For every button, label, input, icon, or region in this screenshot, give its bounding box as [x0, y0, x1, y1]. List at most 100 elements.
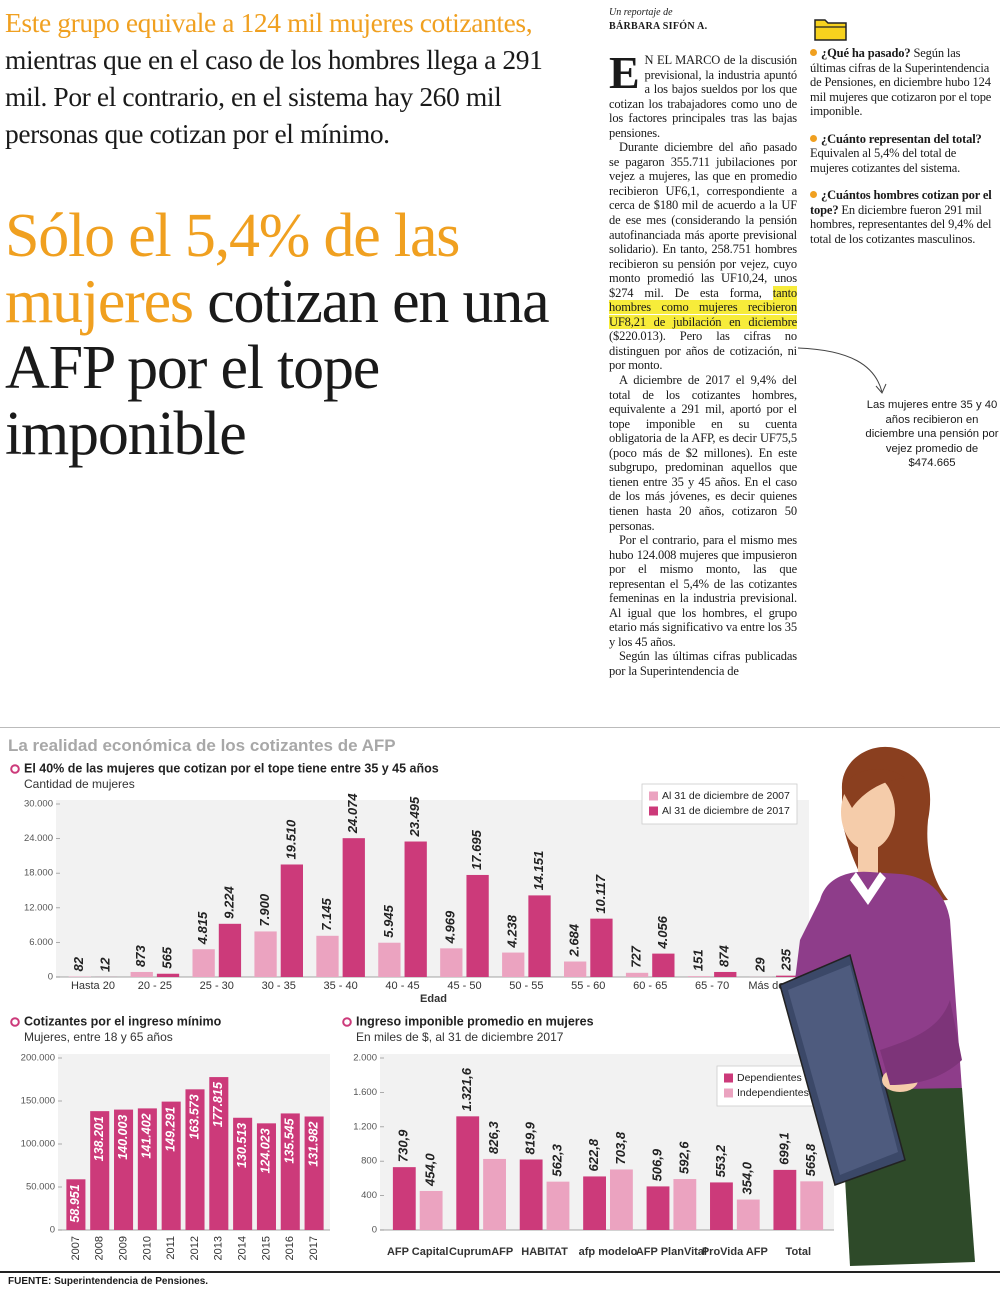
y-tick-label: 24.000	[24, 833, 53, 844]
legend-swatch	[724, 1073, 733, 1083]
paragraph: Por el contrario, para el mismo mes hubo…	[609, 533, 797, 649]
annotation: Las mujeres entre 35 y 40 años recibiero…	[865, 399, 999, 469]
bar	[419, 1190, 443, 1230]
x-tick-label: Total	[786, 1246, 811, 1258]
bar	[710, 1182, 733, 1230]
deck-highlight: Este grupo equivale a 124 mil mujeres co…	[5, 7, 533, 38]
bar	[185, 1089, 205, 1230]
deck: Este grupo equivale a 124 mil mujeres co…	[5, 4, 590, 152]
chart-title: El 40% de las mujeres que cotizan por el…	[24, 761, 439, 775]
x-tick-label: 2008	[94, 1236, 106, 1260]
title-bullet	[10, 1017, 20, 1027]
value-label: 553,2	[713, 1144, 728, 1177]
value-label: 17.695	[469, 829, 484, 870]
y-tick-label: 1.600	[353, 1087, 377, 1098]
bar	[440, 948, 463, 977]
bar	[218, 923, 242, 977]
bar	[502, 952, 525, 977]
y-tick-label: 0	[48, 972, 53, 983]
bar	[583, 1176, 606, 1230]
qa-item: ¿Cuánto representan del total? Equivalen…	[810, 132, 996, 176]
value-label: 24.074	[345, 793, 360, 835]
y-tick-label: 400	[361, 1190, 377, 1201]
legend-label: Dependientes	[737, 1072, 802, 1084]
legend-swatch	[649, 791, 658, 801]
bar	[404, 841, 427, 977]
bar	[736, 1199, 760, 1230]
value-label: 592,6	[676, 1141, 691, 1174]
bar	[254, 931, 277, 977]
value-label: 19.510	[283, 819, 298, 860]
bar	[392, 1167, 416, 1230]
bar	[192, 949, 215, 977]
bar	[646, 1186, 670, 1230]
x-tick-label: 2017	[308, 1236, 320, 1260]
qa-item: ¿Qué ha pasado? Según las últimas cifras…	[810, 46, 996, 119]
bar	[209, 1077, 229, 1230]
value-label: 138.201	[92, 1116, 106, 1161]
legend-box	[641, 783, 798, 825]
bar	[137, 1108, 157, 1230]
headline-text: cotizan en una AFP por el tope imponible	[5, 268, 550, 468]
value-label: 23.495	[407, 796, 422, 838]
bar	[714, 971, 737, 977]
x-tick-label: 2009	[117, 1236, 129, 1260]
x-tick-label: AFP Capital	[387, 1246, 449, 1258]
bar	[233, 1117, 253, 1230]
value-label: 149.291	[163, 1107, 177, 1152]
title-bullet	[10, 764, 20, 774]
bar	[625, 972, 649, 977]
answer: En diciembre fueron 291 mil hombres, rep…	[810, 202, 992, 246]
answer: Según las últimas cifras de la Superinte…	[810, 46, 992, 118]
source: FUENTE: Superintendencia de Pensiones.	[8, 1276, 209, 1287]
y-tick-label: 100.000	[21, 1139, 55, 1150]
y-tick-label: 200.000	[21, 1053, 55, 1064]
bar	[378, 942, 401, 977]
bar	[652, 953, 675, 977]
bar	[280, 864, 303, 977]
value-label: 4.238	[505, 914, 520, 948]
value-label: 163.573	[187, 1094, 201, 1139]
value-label: 730,9	[396, 1129, 411, 1162]
value-label: 565	[159, 946, 174, 968]
x-tick-label: 20 - 25	[138, 980, 172, 992]
value-label: 622,8	[586, 1138, 601, 1171]
bar	[342, 838, 365, 977]
value-label: 58.951	[68, 1184, 82, 1222]
x-tick-label: 2007	[70, 1236, 82, 1260]
value-label: 4.815	[195, 911, 210, 945]
value-label: 4.056	[655, 915, 670, 949]
bar	[519, 1159, 543, 1230]
bar	[280, 1113, 300, 1230]
chart-subtitle: En miles de $, al 31 de diciembre 2017	[356, 1030, 564, 1044]
bar	[90, 1111, 110, 1230]
value-label: 29	[752, 957, 767, 973]
value-label: 2.684	[567, 923, 582, 957]
chart-subtitle: Mujeres, entre 18 y 65 años	[24, 1030, 173, 1044]
value-label: 874	[717, 945, 732, 967]
x-tick-label: afp modelo	[579, 1246, 638, 1258]
x-tick-label: 30 - 35	[262, 980, 296, 992]
byline-label: Un reportaje de	[609, 7, 673, 18]
paragraph: Durante diciembre del año pasado se paga…	[609, 140, 797, 373]
value-label: 235	[779, 948, 794, 971]
x-tick-label: 35 - 40	[324, 980, 358, 992]
value-label: 562,3	[549, 1143, 564, 1176]
paragraph-text: Durante diciembre del año pasado se paga…	[609, 140, 797, 300]
legend-label: Independientes	[737, 1087, 809, 1099]
value-label: 124.023	[259, 1128, 273, 1173]
value-label: 151	[690, 949, 705, 971]
x-tick-label: ProVida AFP	[702, 1246, 768, 1258]
headline: Sólo el 5,4% de las mujeres cotizan en u…	[5, 203, 605, 467]
value-label: 7.145	[319, 897, 334, 930]
value-label: 9.224	[221, 886, 236, 919]
byline: Un reportaje de BÁRBARA SIFÓN A.	[609, 6, 707, 34]
qa-item: ¿Cuántos hombres cotizan por el tope? En…	[810, 188, 996, 246]
x-axis-label: Edad	[420, 993, 447, 1005]
bar	[773, 1169, 797, 1230]
value-label: 699,1	[776, 1132, 791, 1165]
value-label: 565,8	[803, 1143, 818, 1176]
